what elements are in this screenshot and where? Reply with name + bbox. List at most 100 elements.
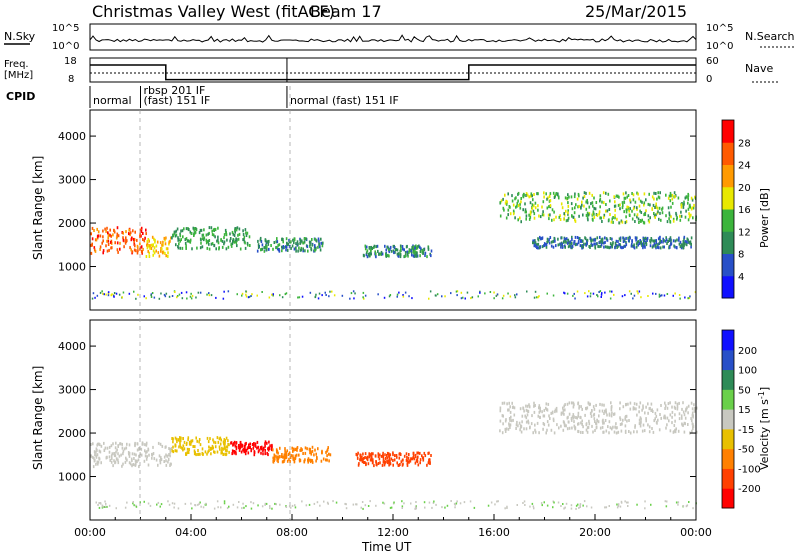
- data-cell: [558, 426, 560, 430]
- data-cell: [275, 240, 277, 244]
- data-cell: [663, 416, 665, 420]
- data-cell: [173, 502, 176, 505]
- data-cell: [165, 254, 167, 258]
- data-cell: [657, 243, 659, 247]
- freq-panel: Freq. [MHz] 18 8 60 0 Nave: [4, 56, 780, 85]
- data-cell: [619, 505, 622, 508]
- data-cell: [622, 236, 625, 240]
- data-cell: [370, 248, 372, 252]
- data-cell: [277, 451, 279, 455]
- data-cell: [168, 447, 170, 450]
- data-cell: [690, 236, 693, 240]
- x-tick-label: 04:00: [175, 526, 207, 539]
- data-cell: [588, 191, 591, 195]
- data-cell: [318, 242, 320, 246]
- data-cell: [218, 445, 221, 449]
- data-cell: [570, 507, 573, 510]
- data-cell: [257, 504, 259, 507]
- data-cell: [560, 245, 562, 249]
- data-cell: [298, 453, 300, 457]
- data-cell: [608, 412, 611, 416]
- colorbar-swatch: [722, 209, 734, 232]
- data-cell: [596, 213, 599, 217]
- data-cell: [504, 419, 507, 423]
- data-cell: [604, 506, 606, 509]
- data-cell: [585, 200, 587, 204]
- data-cell: [145, 232, 147, 236]
- data-cell: [108, 455, 111, 459]
- data-cell: [592, 292, 595, 295]
- data-cell: [134, 441, 136, 445]
- data-cell: [570, 202, 573, 206]
- data-cell: [197, 291, 200, 294]
- data-cell: [349, 297, 351, 300]
- data-cell: [429, 461, 431, 465]
- data-cell: [242, 229, 244, 233]
- data-cell: [310, 458, 312, 462]
- colorbar-tick-label: -15: [738, 425, 754, 436]
- data-cell: [296, 240, 299, 244]
- data-cell: [633, 246, 636, 250]
- data-cell: [672, 294, 674, 297]
- data-cell: [331, 290, 333, 293]
- data-cell: [247, 446, 249, 449]
- data-cell: [149, 246, 151, 250]
- data-cell: [599, 194, 602, 198]
- data-cell: [301, 239, 303, 243]
- data-cell: [588, 422, 591, 426]
- data-cell: [601, 220, 603, 223]
- data-cell: [386, 456, 389, 460]
- data-cell: [398, 464, 400, 467]
- data-cell: [276, 237, 278, 241]
- data-cell: [605, 237, 608, 241]
- data-cell: [140, 245, 143, 249]
- data-cell: [356, 453, 359, 457]
- data-cell: [411, 253, 413, 257]
- data-cell: [367, 462, 370, 466]
- data-cell: [537, 237, 539, 241]
- data-cell: [105, 244, 107, 248]
- data-cell: [528, 405, 531, 409]
- data-cell: [128, 228, 130, 232]
- data-cell: [110, 294, 112, 297]
- data-cell: [578, 406, 580, 410]
- data-cell: [205, 238, 208, 242]
- colorbar-tick-label: 100: [738, 366, 757, 377]
- data-cell: [666, 500, 668, 503]
- data-cell: [599, 216, 601, 220]
- data-cell: [493, 297, 495, 300]
- data-cell: [362, 296, 364, 299]
- data-cell: [636, 290, 638, 293]
- data-cell: [631, 209, 633, 213]
- data-cell: [537, 208, 539, 212]
- data-cell: [102, 239, 104, 243]
- data-cell: [520, 425, 523, 429]
- data-cell: [523, 409, 525, 413]
- data-cell: [637, 192, 639, 196]
- data-cell: [119, 442, 121, 446]
- colorbar-swatch: [722, 369, 734, 390]
- data-cell: [655, 205, 657, 209]
- data-cell: [573, 195, 576, 199]
- data-cell: [563, 212, 565, 216]
- data-cell: [216, 436, 219, 440]
- data-cell: [620, 429, 623, 433]
- data-cell: [386, 459, 388, 463]
- data-cell: [284, 449, 286, 453]
- data-cell: [201, 237, 204, 241]
- data-cell: [385, 248, 387, 252]
- freq-unit: [MHz]: [4, 70, 33, 81]
- data-cell: [477, 295, 479, 298]
- data-cell: [328, 295, 330, 298]
- data-cell: [272, 459, 274, 463]
- data-cell: [388, 459, 390, 463]
- data-cell: [663, 245, 665, 249]
- data-cell: [471, 296, 474, 299]
- data-cell: [308, 503, 311, 506]
- data-cell: [507, 213, 509, 217]
- data-cell: [270, 244, 272, 247]
- power-ylabel: Slant Range [km]: [31, 156, 45, 260]
- data-cell: [433, 500, 435, 503]
- data-cell: [653, 239, 656, 243]
- data-cell: [314, 237, 316, 241]
